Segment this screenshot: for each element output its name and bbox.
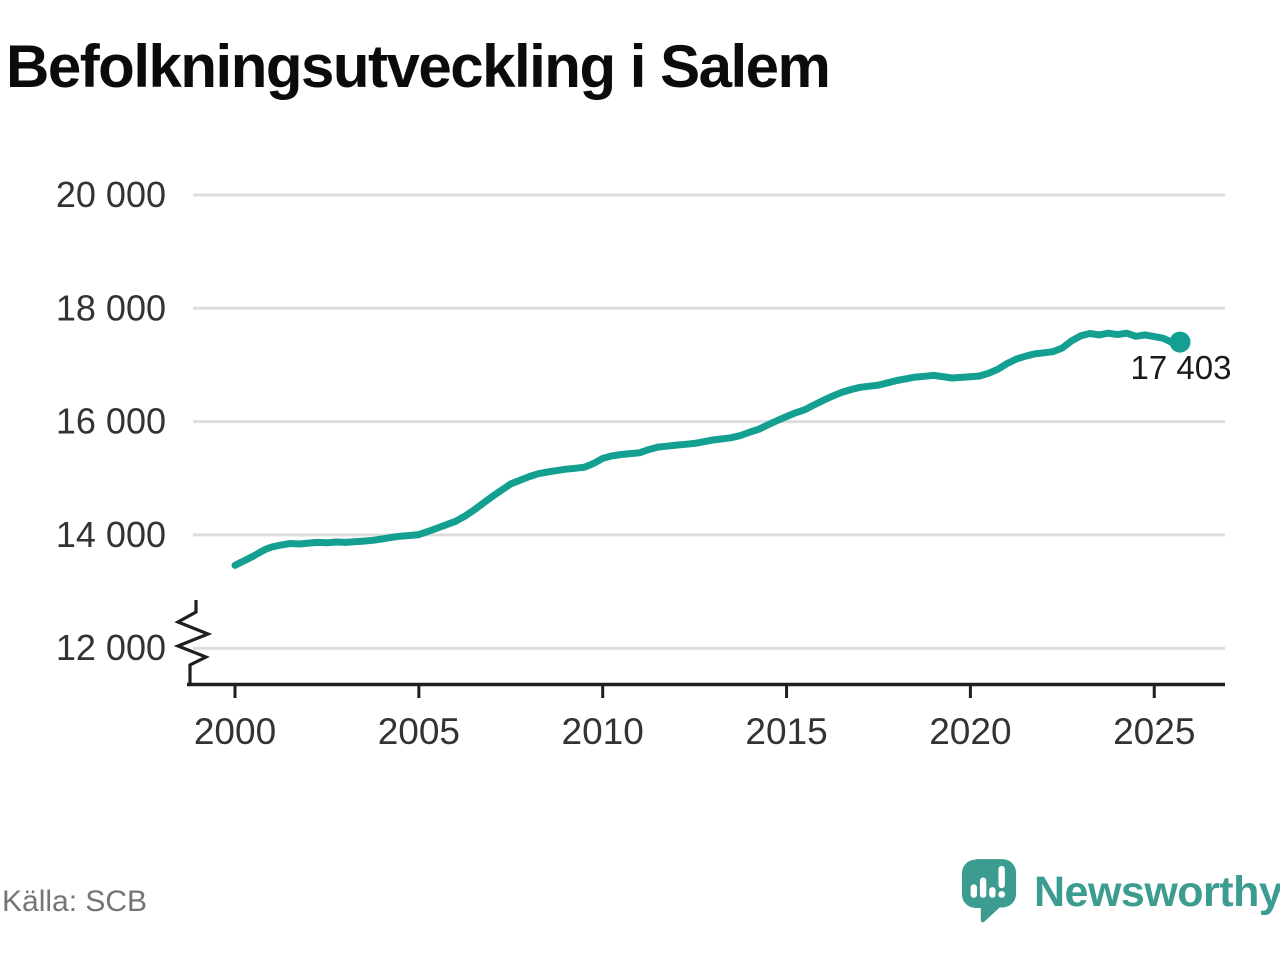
x-axis-tick-label: 2010 — [562, 711, 644, 752]
x-axis-tick-label: 2015 — [745, 711, 827, 752]
logo-bar-1 — [970, 884, 978, 898]
series-end-dot — [1169, 331, 1191, 353]
brand-name: Newsworthy — [1034, 868, 1280, 916]
logo-bar-3 — [989, 887, 996, 898]
y-axis-break-icon — [173, 600, 213, 684]
y-axis-tick-label: 12 000 — [56, 627, 166, 668]
speech-bubble-shape — [961, 859, 1017, 923]
logo-exclamation-stroke — [998, 865, 1005, 889]
x-axis-tick-label: 2025 — [1113, 711, 1195, 752]
population-series-line — [231, 329, 1184, 569]
y-axis-tick-label: 14 000 — [56, 514, 166, 555]
logo-exclamation-dot — [998, 891, 1006, 898]
x-axis-tick-label: 2000 — [194, 711, 276, 752]
x-axis-tick-label: 2020 — [929, 711, 1011, 752]
y-axis-tick-label: 18 000 — [56, 287, 166, 328]
y-axis-tick-label: 20 000 — [56, 174, 166, 215]
source-note: Källa: SCB — [2, 885, 148, 918]
y-axis-tick-label: 16 000 — [56, 401, 166, 442]
end-value-label: 17 403 — [1131, 349, 1232, 386]
chart-title: Befolkningsutveckling i Salem — [6, 33, 831, 100]
brand-lockup: Newsworthy — [960, 856, 1280, 928]
x-axis-tick-label: 2005 — [378, 711, 460, 752]
newsworthy-logo-icon — [961, 859, 1017, 923]
logo-bar-2 — [979, 877, 987, 898]
